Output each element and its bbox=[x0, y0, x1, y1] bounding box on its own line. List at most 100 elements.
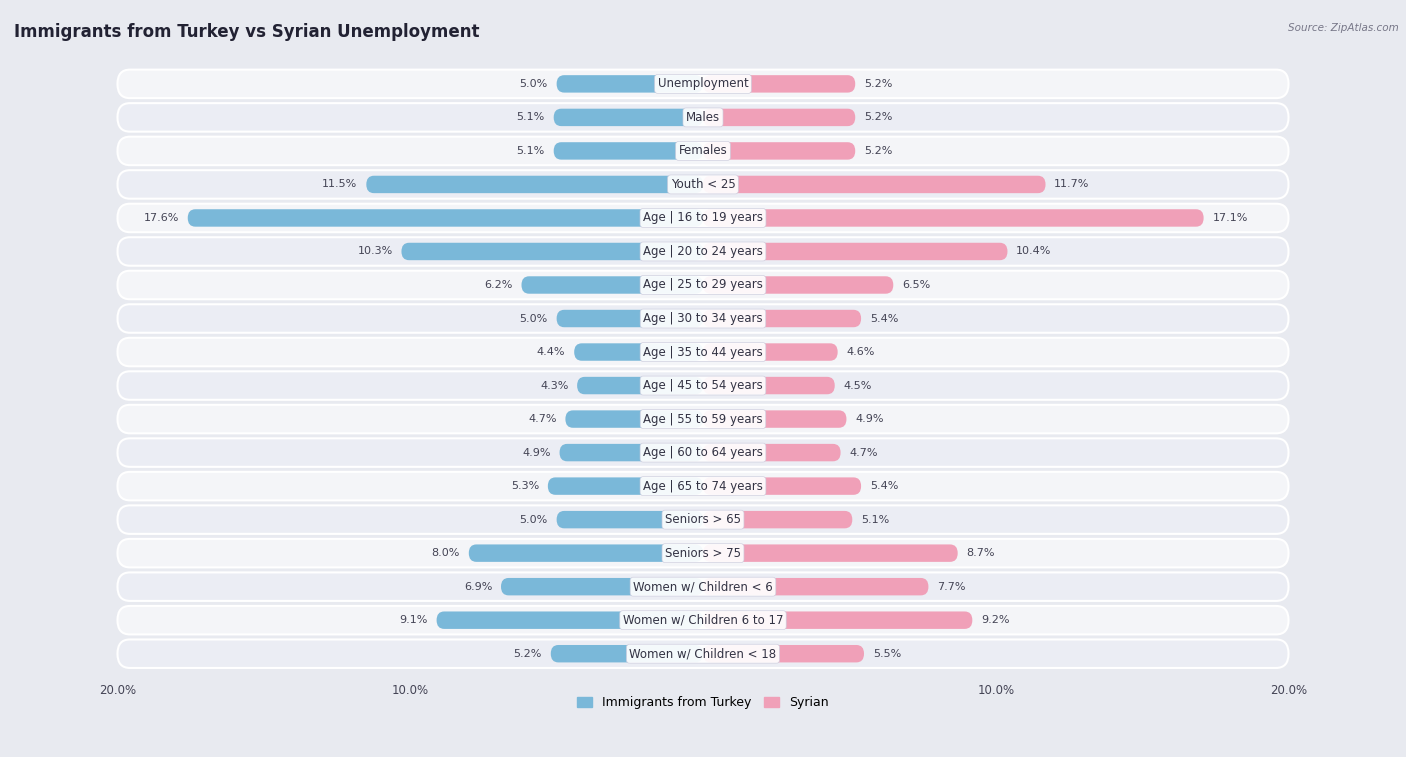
Text: Age | 55 to 59 years: Age | 55 to 59 years bbox=[643, 413, 763, 425]
FancyBboxPatch shape bbox=[703, 344, 838, 361]
FancyBboxPatch shape bbox=[118, 438, 1288, 467]
FancyBboxPatch shape bbox=[703, 243, 1008, 260]
Text: 5.0%: 5.0% bbox=[520, 79, 548, 89]
FancyBboxPatch shape bbox=[522, 276, 703, 294]
Text: Women w/ Children < 18: Women w/ Children < 18 bbox=[630, 647, 776, 660]
FancyBboxPatch shape bbox=[118, 572, 1288, 601]
Text: 4.9%: 4.9% bbox=[855, 414, 884, 424]
FancyBboxPatch shape bbox=[557, 511, 703, 528]
Text: 9.1%: 9.1% bbox=[399, 615, 427, 625]
FancyBboxPatch shape bbox=[367, 176, 703, 193]
FancyBboxPatch shape bbox=[703, 310, 860, 327]
FancyBboxPatch shape bbox=[576, 377, 703, 394]
Text: 9.2%: 9.2% bbox=[981, 615, 1010, 625]
Legend: Immigrants from Turkey, Syrian: Immigrants from Turkey, Syrian bbox=[572, 691, 834, 714]
Text: Age | 20 to 24 years: Age | 20 to 24 years bbox=[643, 245, 763, 258]
Text: 17.6%: 17.6% bbox=[143, 213, 179, 223]
FancyBboxPatch shape bbox=[118, 137, 1288, 165]
FancyBboxPatch shape bbox=[118, 371, 1288, 400]
FancyBboxPatch shape bbox=[548, 478, 703, 495]
Text: 11.5%: 11.5% bbox=[322, 179, 357, 189]
Text: Age | 30 to 34 years: Age | 30 to 34 years bbox=[643, 312, 763, 325]
FancyBboxPatch shape bbox=[554, 142, 703, 160]
FancyBboxPatch shape bbox=[402, 243, 703, 260]
Text: Source: ZipAtlas.com: Source: ZipAtlas.com bbox=[1288, 23, 1399, 33]
Text: 5.2%: 5.2% bbox=[865, 79, 893, 89]
FancyBboxPatch shape bbox=[118, 640, 1288, 668]
FancyBboxPatch shape bbox=[703, 176, 1046, 193]
Text: 5.2%: 5.2% bbox=[865, 146, 893, 156]
Text: 4.7%: 4.7% bbox=[529, 414, 557, 424]
FancyBboxPatch shape bbox=[703, 276, 893, 294]
FancyBboxPatch shape bbox=[118, 606, 1288, 634]
Text: 5.5%: 5.5% bbox=[873, 649, 901, 659]
FancyBboxPatch shape bbox=[468, 544, 703, 562]
FancyBboxPatch shape bbox=[118, 103, 1288, 132]
Text: 7.7%: 7.7% bbox=[938, 581, 966, 592]
FancyBboxPatch shape bbox=[703, 544, 957, 562]
Text: 4.5%: 4.5% bbox=[844, 381, 872, 391]
FancyBboxPatch shape bbox=[118, 338, 1288, 366]
Text: 6.9%: 6.9% bbox=[464, 581, 492, 592]
Text: 4.4%: 4.4% bbox=[537, 347, 565, 357]
FancyBboxPatch shape bbox=[703, 511, 852, 528]
Text: 5.1%: 5.1% bbox=[516, 112, 546, 123]
FancyBboxPatch shape bbox=[703, 109, 855, 126]
Text: 10.4%: 10.4% bbox=[1017, 247, 1052, 257]
Text: 8.0%: 8.0% bbox=[432, 548, 460, 558]
Text: 17.1%: 17.1% bbox=[1212, 213, 1247, 223]
FancyBboxPatch shape bbox=[703, 612, 973, 629]
Text: 5.4%: 5.4% bbox=[870, 313, 898, 323]
Text: 10.3%: 10.3% bbox=[357, 247, 392, 257]
Text: Age | 25 to 29 years: Age | 25 to 29 years bbox=[643, 279, 763, 291]
FancyBboxPatch shape bbox=[118, 472, 1288, 500]
FancyBboxPatch shape bbox=[118, 405, 1288, 433]
Text: 8.7%: 8.7% bbox=[966, 548, 995, 558]
Text: 4.9%: 4.9% bbox=[522, 447, 551, 457]
Text: Seniors > 65: Seniors > 65 bbox=[665, 513, 741, 526]
FancyBboxPatch shape bbox=[188, 209, 703, 226]
FancyBboxPatch shape bbox=[574, 344, 703, 361]
Text: Females: Females bbox=[679, 145, 727, 157]
FancyBboxPatch shape bbox=[703, 209, 1204, 226]
FancyBboxPatch shape bbox=[118, 204, 1288, 232]
FancyBboxPatch shape bbox=[118, 539, 1288, 568]
Text: Unemployment: Unemployment bbox=[658, 77, 748, 90]
FancyBboxPatch shape bbox=[703, 410, 846, 428]
Text: 4.6%: 4.6% bbox=[846, 347, 875, 357]
Text: 5.1%: 5.1% bbox=[516, 146, 546, 156]
Text: Youth < 25: Youth < 25 bbox=[671, 178, 735, 191]
FancyBboxPatch shape bbox=[703, 444, 841, 461]
FancyBboxPatch shape bbox=[118, 271, 1288, 299]
Text: Age | 65 to 74 years: Age | 65 to 74 years bbox=[643, 480, 763, 493]
Text: 11.7%: 11.7% bbox=[1054, 179, 1090, 189]
FancyBboxPatch shape bbox=[554, 109, 703, 126]
Text: 6.5%: 6.5% bbox=[903, 280, 931, 290]
FancyBboxPatch shape bbox=[703, 645, 865, 662]
Text: 5.2%: 5.2% bbox=[513, 649, 541, 659]
Text: 5.1%: 5.1% bbox=[860, 515, 890, 525]
FancyBboxPatch shape bbox=[560, 444, 703, 461]
Text: Women w/ Children 6 to 17: Women w/ Children 6 to 17 bbox=[623, 614, 783, 627]
Text: Age | 45 to 54 years: Age | 45 to 54 years bbox=[643, 379, 763, 392]
FancyBboxPatch shape bbox=[703, 478, 860, 495]
FancyBboxPatch shape bbox=[565, 410, 703, 428]
FancyBboxPatch shape bbox=[118, 70, 1288, 98]
Text: 5.0%: 5.0% bbox=[520, 515, 548, 525]
FancyBboxPatch shape bbox=[501, 578, 703, 596]
Text: 6.2%: 6.2% bbox=[484, 280, 513, 290]
Text: Age | 16 to 19 years: Age | 16 to 19 years bbox=[643, 211, 763, 225]
Text: Males: Males bbox=[686, 111, 720, 124]
Text: 5.4%: 5.4% bbox=[870, 481, 898, 491]
Text: Women w/ Children < 6: Women w/ Children < 6 bbox=[633, 580, 773, 593]
Text: 5.2%: 5.2% bbox=[865, 112, 893, 123]
Text: Age | 60 to 64 years: Age | 60 to 64 years bbox=[643, 446, 763, 459]
FancyBboxPatch shape bbox=[703, 377, 835, 394]
FancyBboxPatch shape bbox=[703, 578, 928, 596]
Text: 4.3%: 4.3% bbox=[540, 381, 568, 391]
FancyBboxPatch shape bbox=[118, 506, 1288, 534]
Text: Immigrants from Turkey vs Syrian Unemployment: Immigrants from Turkey vs Syrian Unemplo… bbox=[14, 23, 479, 41]
FancyBboxPatch shape bbox=[118, 304, 1288, 333]
Text: 5.3%: 5.3% bbox=[510, 481, 538, 491]
FancyBboxPatch shape bbox=[437, 612, 703, 629]
